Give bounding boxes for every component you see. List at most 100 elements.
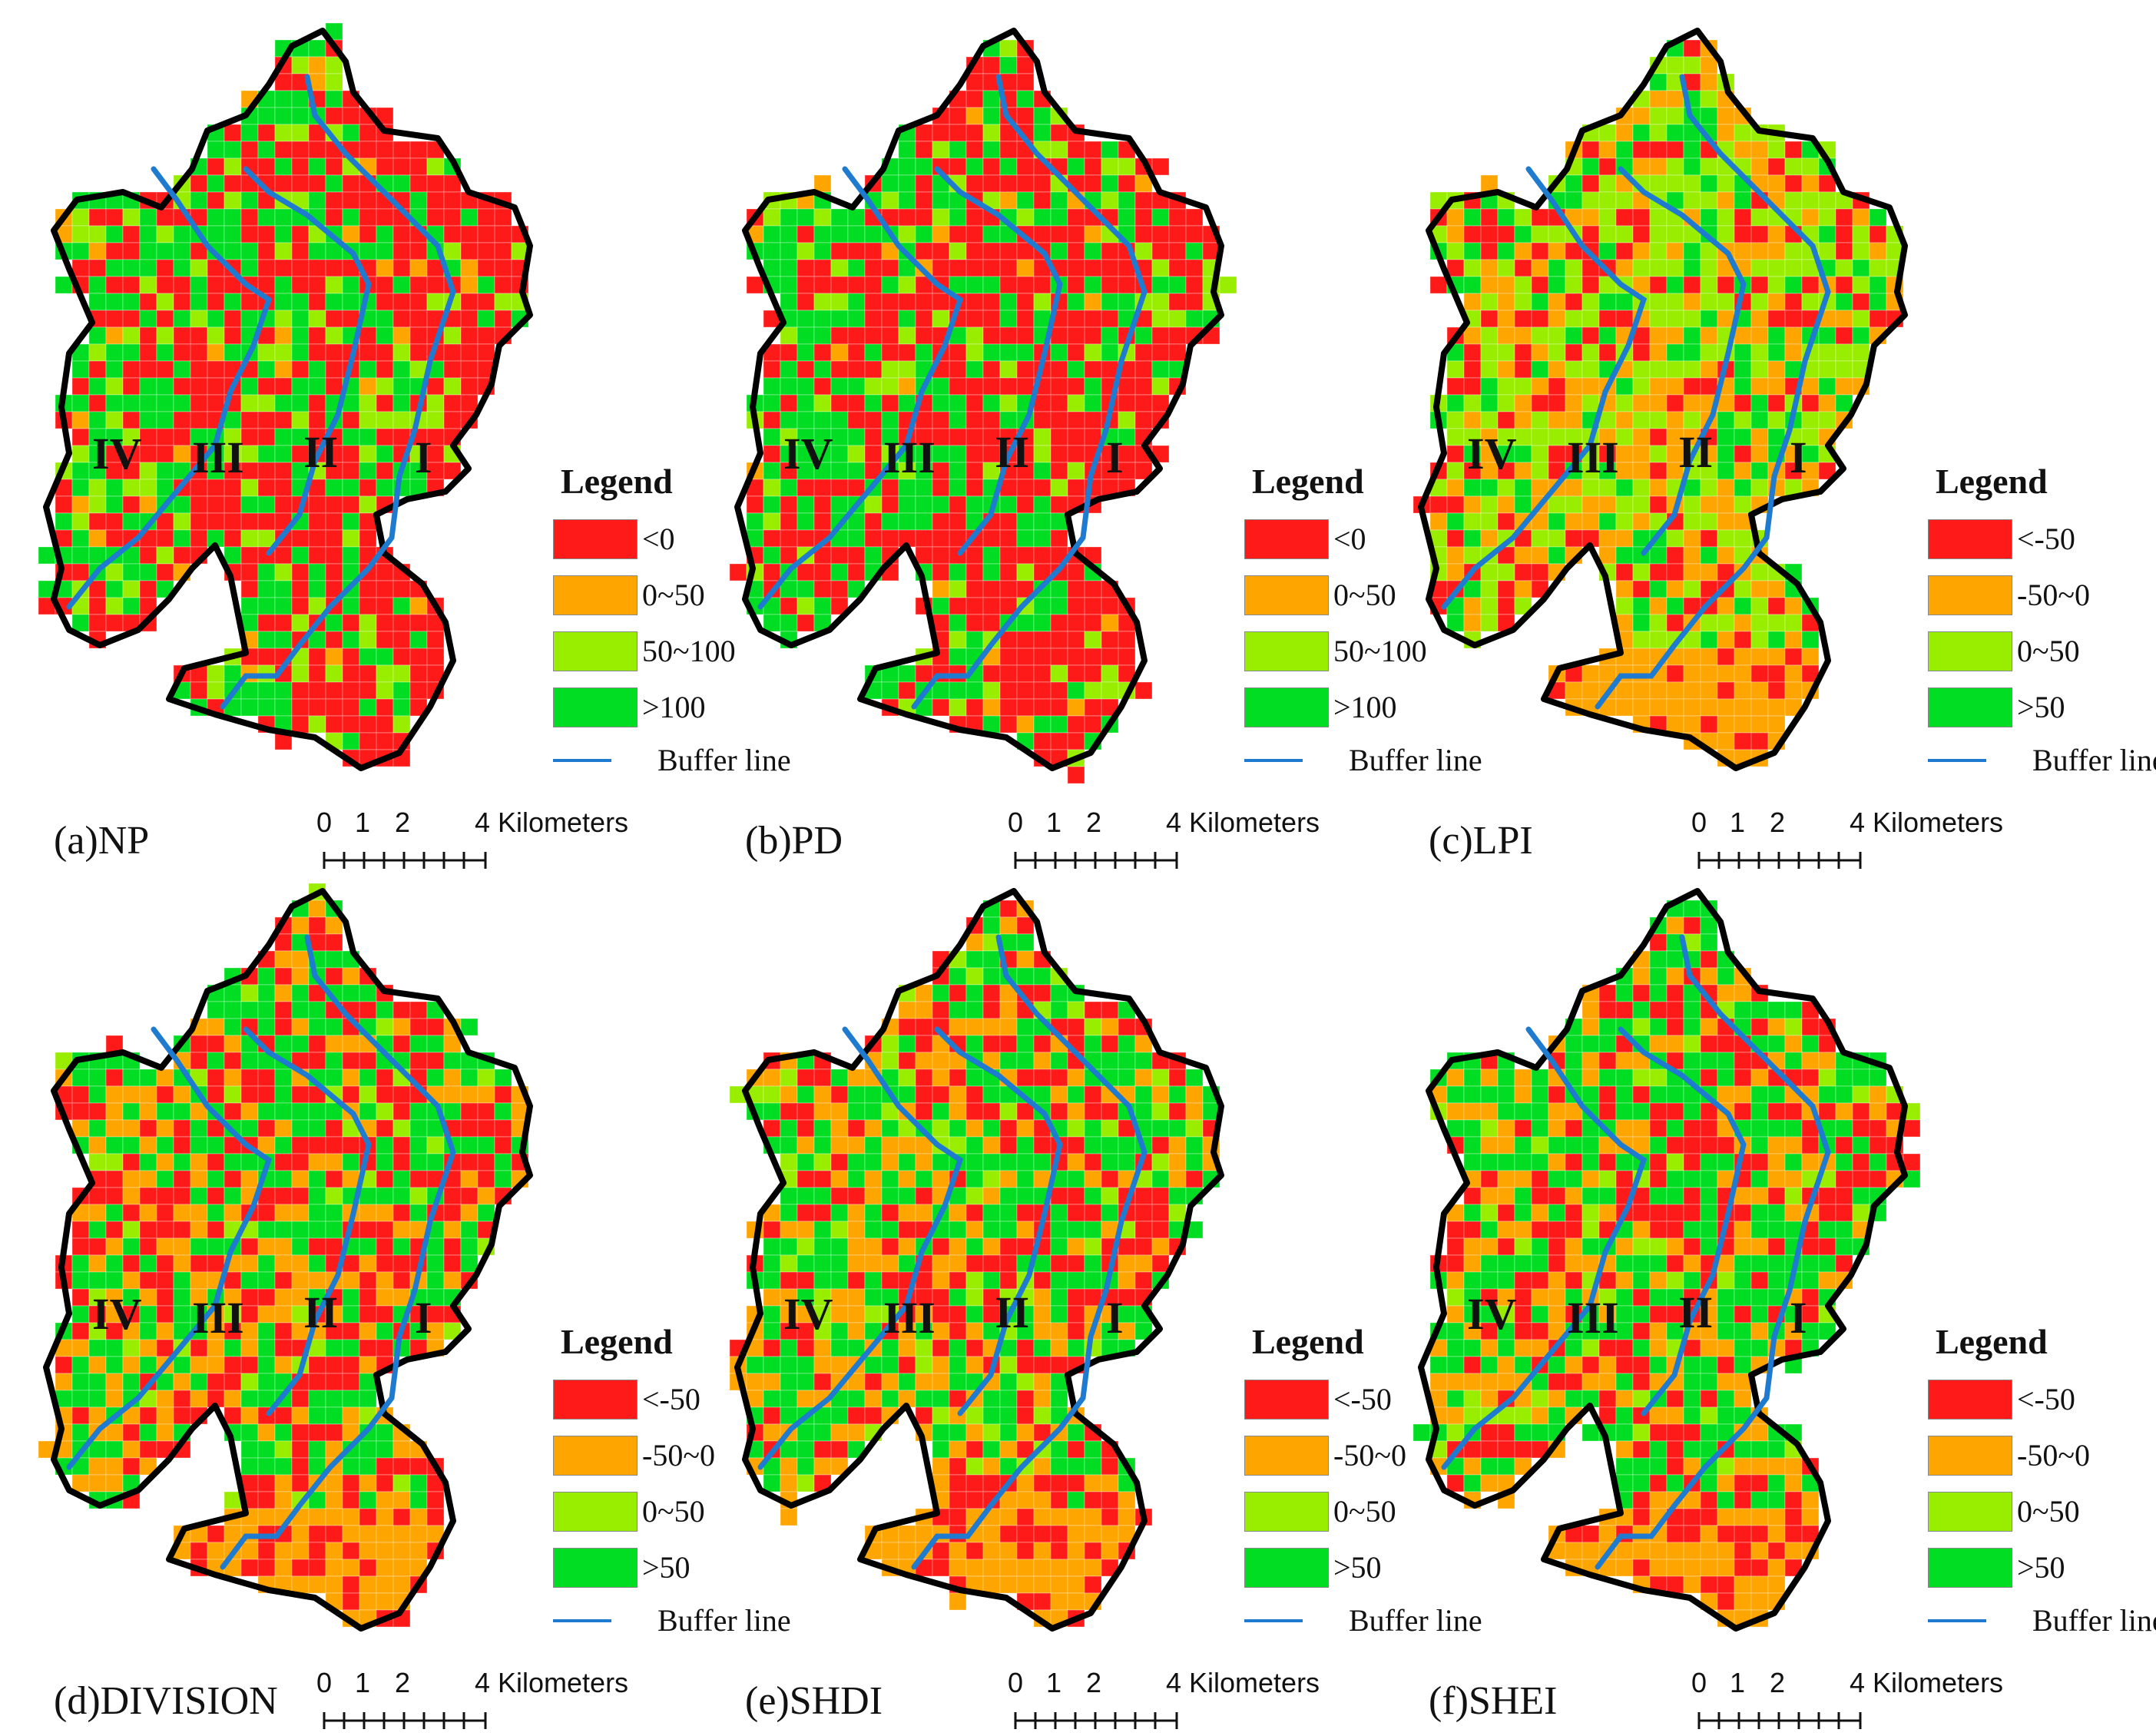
- grid-cell: [1016, 529, 1035, 548]
- grid-cell: [443, 208, 462, 227]
- legend-label: <-50: [2017, 1382, 2075, 1416]
- grid-cell: [1016, 614, 1035, 632]
- grid-cell: [1185, 225, 1204, 244]
- grid-cell: [763, 428, 781, 446]
- grid-cell: [1050, 681, 1068, 700]
- grid-cell: [426, 208, 445, 227]
- grid-cell: [847, 428, 866, 446]
- grid-cell: [898, 208, 916, 227]
- grid-cell: [932, 191, 950, 210]
- grid-cell: [1151, 1136, 1170, 1155]
- grid-cell: [1632, 479, 1651, 497]
- grid-cell: [477, 259, 495, 277]
- grid-cell: [443, 343, 462, 362]
- grid-cell: [780, 1254, 798, 1273]
- grid-cell: [915, 1406, 933, 1425]
- grid-cell: [224, 310, 242, 328]
- legend: Legend <0 0~50 50~100 >100 Buffer line: [1244, 461, 1482, 784]
- grid-cell: [915, 141, 933, 159]
- grid-cell: [88, 1119, 107, 1138]
- grid-cell: [1084, 377, 1102, 396]
- grid-cell: [763, 1406, 781, 1425]
- grid-cell: [1717, 1339, 1735, 1357]
- grid-cell: [122, 377, 141, 396]
- grid-cell: [1649, 631, 1668, 649]
- grid-cell: [813, 512, 832, 531]
- grid-cell: [1531, 1288, 1549, 1307]
- grid-cell: [1084, 631, 1102, 649]
- grid-cell: [1497, 1204, 1515, 1222]
- grid-cell: [1151, 1153, 1170, 1171]
- legend-label: <0: [642, 522, 675, 556]
- grid-cell: [1632, 1288, 1651, 1307]
- grid-cell: [71, 259, 90, 277]
- grid-cell: [932, 394, 950, 412]
- grid-cell: [813, 1068, 832, 1087]
- buffer-line: [911, 934, 1148, 1570]
- grid-cell: [173, 360, 191, 379]
- grid-cell: [71, 563, 90, 581]
- grid-cell: [426, 1271, 445, 1290]
- grid-cell: [1101, 1187, 1119, 1205]
- grid-cell: [1767, 614, 1786, 632]
- grid-cell: [274, 495, 293, 514]
- grid-cell: [915, 984, 933, 1002]
- grid-cell: [257, 580, 276, 598]
- grid-cell: [1818, 343, 1836, 362]
- grid-cell: [173, 326, 191, 345]
- grid-cell: [999, 1035, 1018, 1053]
- grid-cell: [932, 1237, 950, 1256]
- grid-cell: [376, 394, 394, 412]
- grid-cell: [359, 580, 377, 598]
- grid-cell: [1598, 1187, 1617, 1205]
- grid-cell: [409, 1170, 428, 1188]
- grid-cell: [240, 597, 259, 615]
- scale-bar: 0 1 2 4 Kilometers: [1674, 1667, 2003, 1736]
- grid-cell: [898, 293, 916, 311]
- grid-cell: [477, 1119, 495, 1138]
- grid-cell: [813, 1119, 832, 1138]
- grid-cell: [274, 242, 293, 260]
- grid-cell: [139, 377, 157, 396]
- grid-cell: [1480, 479, 1499, 497]
- grid-cell: [342, 648, 360, 666]
- grid-cell: [796, 495, 815, 514]
- grid-cell: [274, 1322, 293, 1340]
- grid-cell: [1632, 1271, 1651, 1290]
- grid-cell: [376, 310, 394, 328]
- grid-cell: [359, 1474, 377, 1492]
- grid-cell: [1666, 242, 1684, 260]
- grid-cell: [965, 107, 984, 125]
- grid-cell: [1852, 1136, 1870, 1155]
- grid-cell: [1767, 631, 1786, 649]
- grid-cell: [308, 174, 326, 193]
- grid-cell: [291, 242, 310, 260]
- grid-cell: [1750, 715, 1769, 734]
- grid-cell: [763, 512, 781, 531]
- zone-label: III: [192, 1293, 244, 1343]
- grid-cell: [1683, 1254, 1701, 1273]
- grid-cell: [1700, 1542, 1718, 1560]
- panel-label: (e)SHDI: [745, 1679, 883, 1723]
- grid-cell: [71, 1356, 90, 1374]
- grid-cell: [1050, 1339, 1068, 1357]
- grid-cell: [1615, 512, 1634, 531]
- grid-cell: [291, 1204, 310, 1222]
- grid-cell: [88, 293, 107, 311]
- grid-cell: [1632, 242, 1651, 260]
- grid-cell: [1615, 1542, 1634, 1560]
- grid-cell: [1514, 597, 1532, 615]
- grid-cell: [1016, 1170, 1035, 1188]
- grid-cell: [1480, 1390, 1499, 1408]
- grid-cell: [1033, 967, 1052, 986]
- grid-cell: [1033, 1271, 1052, 1290]
- grid-cell: [982, 563, 1001, 581]
- grid-cell: [1050, 1390, 1068, 1408]
- grid-cell: [1581, 1068, 1600, 1087]
- grid-cell: [881, 1390, 899, 1408]
- grid-cell: [1649, 1491, 1668, 1509]
- grid-cell: [325, 1237, 343, 1256]
- grid-cell: [173, 377, 191, 396]
- grid-cell: [915, 1170, 933, 1188]
- grid-cell: [1784, 343, 1803, 362]
